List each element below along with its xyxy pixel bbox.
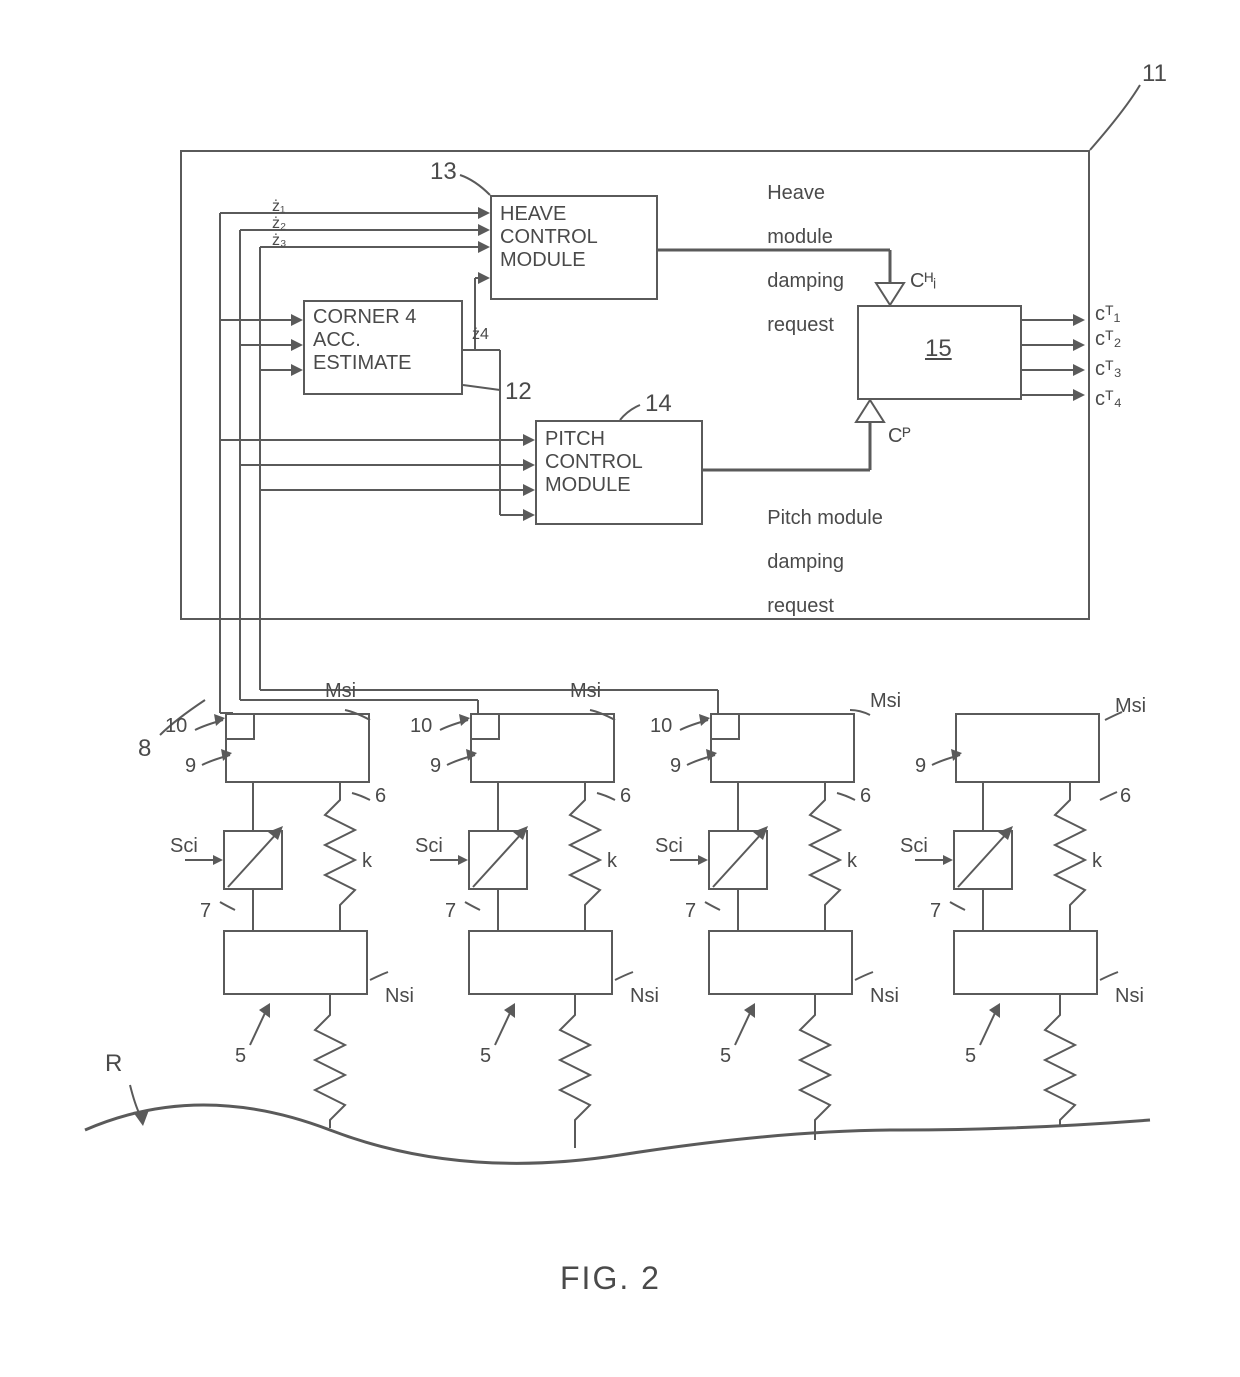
figure-canvas: 11 HEAVE CONTROL MODULE 13 CORNER 4 ACC.… [0,0,1240,1377]
u4-Msi: Msi [1115,695,1146,718]
u4-ref9: 9 [915,755,926,778]
u4-ref6: 6 [1120,785,1131,808]
unit4-tire [0,0,1240,1377]
figure-caption: FIG. 2 [560,1260,661,1297]
u4-ref5: 5 [965,1045,976,1068]
u4-ref7: 7 [930,900,941,923]
u4-k: k [1092,850,1102,873]
u4-Sci: Sci [900,835,928,858]
u4-Nsi: Nsi [1115,985,1144,1008]
